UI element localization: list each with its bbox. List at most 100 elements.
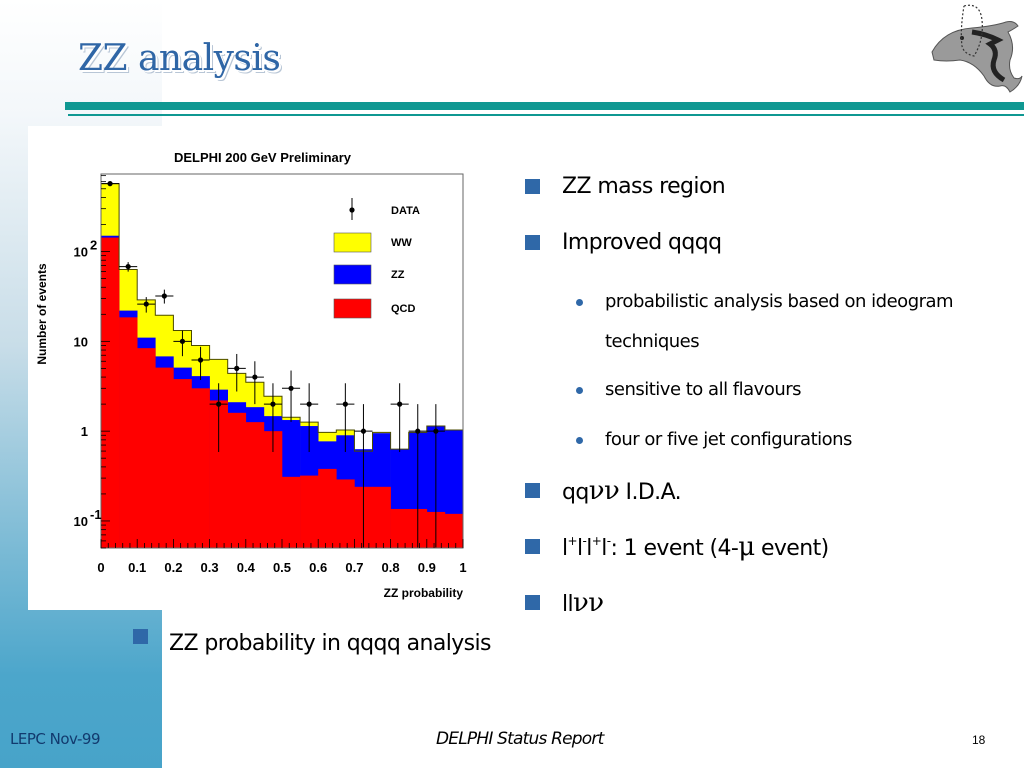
x-tick-label: 0.5 — [273, 560, 291, 575]
data-point-7 — [234, 365, 240, 371]
bullet-llvv: llνν — [525, 586, 1005, 642]
x-tick-label: 0.4 — [237, 560, 256, 575]
mu-symbol: μ — [738, 532, 755, 562]
data-point-2 — [143, 301, 149, 307]
y-axis-label: Number of events — [35, 263, 49, 365]
lepton-l: l — [576, 536, 583, 561]
y-tick-label: 1 — [81, 424, 88, 439]
lepton-l: l — [601, 536, 607, 561]
bullet-zz-probability: ZZ probability in qqqq analysis — [133, 620, 509, 668]
x-axis-label: ZZ probability — [384, 586, 464, 600]
legend-swatch-zz — [333, 264, 372, 285]
bar-qcd-bin-6 — [209, 400, 228, 548]
bar-qcd-bin-2 — [137, 348, 156, 548]
charge-minus: - — [606, 534, 611, 548]
bullet-text-mid: : 1 event (4- — [610, 536, 739, 561]
bar-qcd-bin-7 — [227, 412, 247, 548]
bullet-text-prefix: qq — [562, 480, 589, 505]
bar-qcd-bin-1 — [119, 317, 138, 548]
square-bullet-icon — [525, 179, 540, 194]
charge-plus: + — [591, 534, 602, 548]
bar-qcd-bin-10 — [282, 476, 301, 548]
data-point-11 — [306, 401, 312, 407]
bar-qcd-bin-16 — [390, 508, 409, 548]
x-tick-label: 0.7 — [345, 560, 363, 575]
bullet-improved-qqqq: Improved qqqq — [525, 226, 1005, 282]
bullet-text: ZZ mass region — [562, 174, 726, 199]
bar-qcd-bin-12 — [318, 468, 337, 548]
square-bullet-icon — [525, 539, 540, 554]
data-point-16 — [433, 428, 439, 434]
legend-label-qcd: QCD — [391, 303, 416, 315]
x-tick-label: 0 — [97, 560, 104, 575]
page-number: 18 — [972, 733, 986, 747]
x-tick-label: 0.9 — [418, 560, 436, 575]
nu-nu-symbol: νν — [573, 588, 604, 618]
bar-qcd-bin-19 — [444, 513, 464, 548]
dot-bullet-icon — [576, 387, 583, 394]
data-point-9 — [270, 401, 276, 407]
footer-date: LEPC Nov-99 — [10, 730, 101, 748]
data-point-13 — [360, 428, 367, 434]
footer-title: DELPHI Status Report — [436, 729, 604, 749]
x-tick-label: 0.3 — [201, 560, 219, 575]
bar-qcd-bin-11 — [300, 475, 319, 548]
slide-title: ZZ analysis — [78, 38, 281, 79]
x-tick-label: 0.1 — [128, 560, 146, 575]
data-point-15 — [415, 428, 421, 434]
histogram-chart: DELPHI 200 GeV Preliminary 0 0.1 0.2 0.3 0.4… — [35, 150, 467, 600]
chart-title: DELPHI 200 GeV Preliminary — [174, 150, 352, 165]
data-point-6 — [216, 401, 222, 407]
bullet-text: ZZ probability in qqqq analysis — [169, 631, 491, 656]
data-point-8 — [252, 374, 258, 380]
subbullet-flavours: sensitive to all flavours — [525, 370, 1005, 410]
chart-container: DELPHI 200 GeV Preliminary 0 0.1 0.2 0.3 0.4… — [28, 126, 478, 610]
data-point-12 — [342, 401, 348, 407]
square-bullet-icon — [525, 235, 540, 250]
bullet-text-suffix: event) — [754, 536, 829, 561]
y-tick-label: 10 — [74, 514, 88, 529]
bullet-text-suffix: I.D.A. — [619, 480, 682, 505]
delphi-dolphin-logo-icon — [924, 0, 1024, 100]
x-tick-label: 1 — [459, 560, 466, 575]
bullet-qqvv-ida: qqνν I.D.A. — [525, 474, 1005, 530]
legend-label-zz: ZZ — [391, 269, 405, 281]
y-tick-exponent: -1 — [90, 507, 102, 522]
bar-qcd-bin-9 — [263, 431, 283, 548]
bar-qcd-bin-0 — [101, 237, 120, 548]
bullet-zz-mass-region: ZZ mass region — [525, 170, 1005, 226]
bar-qcd-bin-5 — [191, 388, 210, 548]
data-point-4 — [179, 338, 186, 344]
data-point-10 — [288, 385, 294, 391]
subbullet-text: sensitive to all flavours — [605, 379, 802, 400]
data-point-3 — [161, 293, 167, 299]
data-point-14 — [397, 401, 403, 407]
legend-label-data: DATA — [391, 205, 420, 217]
x-tick-label: 0.8 — [382, 560, 400, 575]
charge-minus: - — [582, 534, 587, 548]
bar-qcd-bin-3 — [155, 367, 174, 548]
bar-qcd-bin-15 — [372, 486, 391, 548]
charge-plus: + — [567, 534, 578, 548]
dot-bullet-icon — [576, 299, 583, 306]
data-point-0 — [107, 181, 113, 187]
y-tick-label: 10 — [74, 334, 88, 349]
square-bullet-icon — [525, 595, 540, 610]
legend-label-ww: WW — [391, 237, 412, 249]
bullet-text-prefix: ll — [562, 592, 574, 617]
square-bullet-icon — [525, 483, 540, 498]
square-bullet-icon — [133, 629, 148, 644]
x-tick-label: 0.2 — [164, 560, 182, 575]
subbullet-probabilistic: probabilistic analysis based on ideogram… — [525, 282, 1005, 362]
legend-swatch-qcd — [333, 298, 372, 319]
title-rule-thin — [68, 114, 1024, 116]
y-tick-exponent: 2 — [90, 238, 97, 253]
bullet-four-lepton-event: l+l-l+l-: 1 event (4-μ event) — [525, 530, 1005, 586]
data-point-5 — [197, 357, 204, 363]
legend-swatch-ww — [333, 232, 372, 253]
subbullet-text: probabilistic analysis based on ideogram… — [605, 291, 954, 352]
lepton-l: l — [562, 536, 568, 561]
dot-bullet-icon — [576, 437, 583, 444]
data-point-1 — [125, 263, 131, 270]
bar-qcd-bin-13 — [336, 479, 355, 548]
